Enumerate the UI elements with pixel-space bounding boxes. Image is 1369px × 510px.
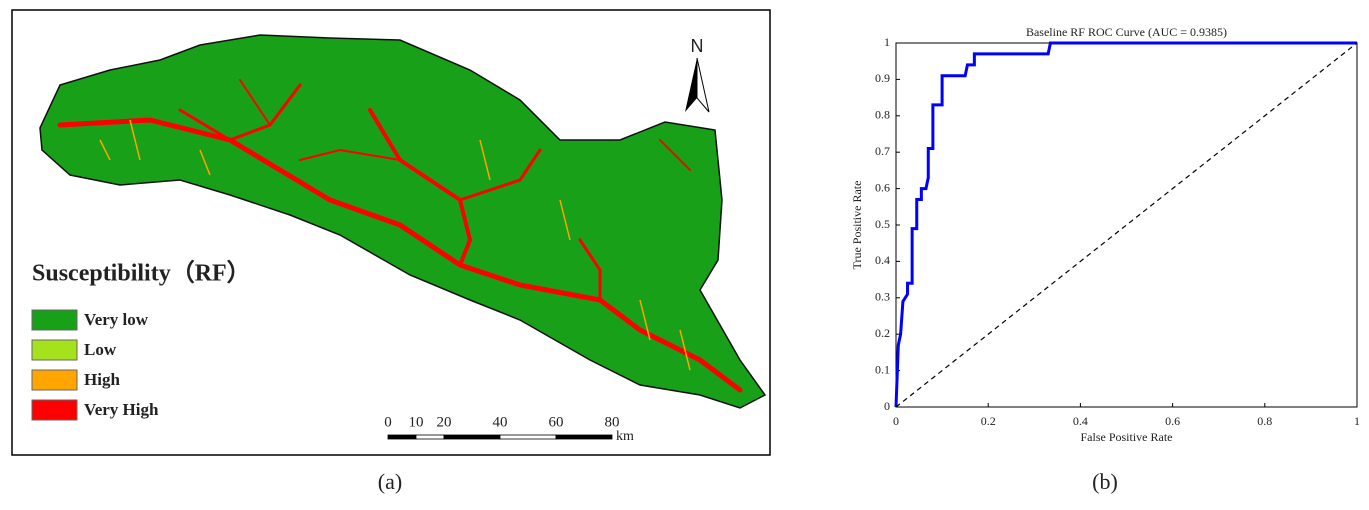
legend-title: Susceptibility（RF） xyxy=(32,260,251,287)
rivers xyxy=(57,79,743,393)
legend-label: Very low xyxy=(84,310,149,329)
legend-label: Very High xyxy=(84,400,159,419)
y-tick-label: 0.8 xyxy=(875,108,890,122)
scale-segment xyxy=(415,434,445,440)
scale-label: 80 xyxy=(605,414,620,430)
chart-title: Baseline RF ROC Curve (AUC = 0.9385) xyxy=(1026,25,1227,39)
scale-unit: km xyxy=(616,429,634,444)
y-axis-label: True Positive Rate xyxy=(850,181,864,270)
legend-label: Low xyxy=(84,340,117,359)
x-tick-label: 0.4 xyxy=(1073,414,1088,428)
y-tick-label: 0.3 xyxy=(875,290,890,304)
caption: (b) xyxy=(1092,469,1118,494)
scale-label: 0 xyxy=(384,414,392,430)
y-tick-label: 0.4 xyxy=(875,253,890,267)
y-tick-label: 0.7 xyxy=(875,144,890,158)
basin-area xyxy=(39,34,767,409)
legend-swatch xyxy=(31,399,78,421)
y-tick-label: 0.2 xyxy=(875,326,890,340)
x-axis-label: False Positive Rate xyxy=(1081,430,1173,444)
scale-label: 40 xyxy=(493,414,508,430)
y-tick-label: 0.9 xyxy=(875,71,890,85)
legend-swatch xyxy=(31,309,78,331)
legend-swatch xyxy=(31,339,78,361)
x-tick-label: 0 xyxy=(893,414,899,428)
high-zones xyxy=(99,119,691,371)
x-tick-label: 0.6 xyxy=(1165,414,1180,428)
y-tick-label: 0.6 xyxy=(875,180,890,194)
legend-label: High xyxy=(84,370,120,389)
scale-label: 10 xyxy=(409,414,424,430)
y-tick-label: 1 xyxy=(884,35,890,49)
roc-line xyxy=(894,41,1357,408)
y-tick-label: 0.5 xyxy=(875,217,890,231)
y-tick-label: 0 xyxy=(884,399,890,413)
legend-swatch xyxy=(31,369,78,391)
north-arrow xyxy=(696,57,710,113)
scale-segment xyxy=(387,434,417,440)
scale-label: 60 xyxy=(549,414,564,430)
roc-chart: 0 0.2 0.4 0.6 0.8 1 0 0.1 0.2 0.3 0.4 0.5 0.6 0.7 0.8 0… xyxy=(850,25,1360,444)
legend: Very low Low High Very High xyxy=(31,309,159,421)
scale-segment xyxy=(443,434,501,440)
north-label: N xyxy=(691,36,704,56)
y-tick-label: 0.1 xyxy=(875,362,890,376)
x-tick-label: 0.2 xyxy=(981,414,996,428)
north-arrow xyxy=(685,58,697,112)
caption: (a) xyxy=(378,469,402,494)
reference-line xyxy=(895,42,1358,408)
scale-segment xyxy=(555,434,613,440)
scale-label: 20 xyxy=(437,414,452,430)
x-tick-label: 0.8 xyxy=(1257,414,1272,428)
scale-segment xyxy=(499,434,557,440)
x-tick-label: 1 xyxy=(1354,414,1360,428)
